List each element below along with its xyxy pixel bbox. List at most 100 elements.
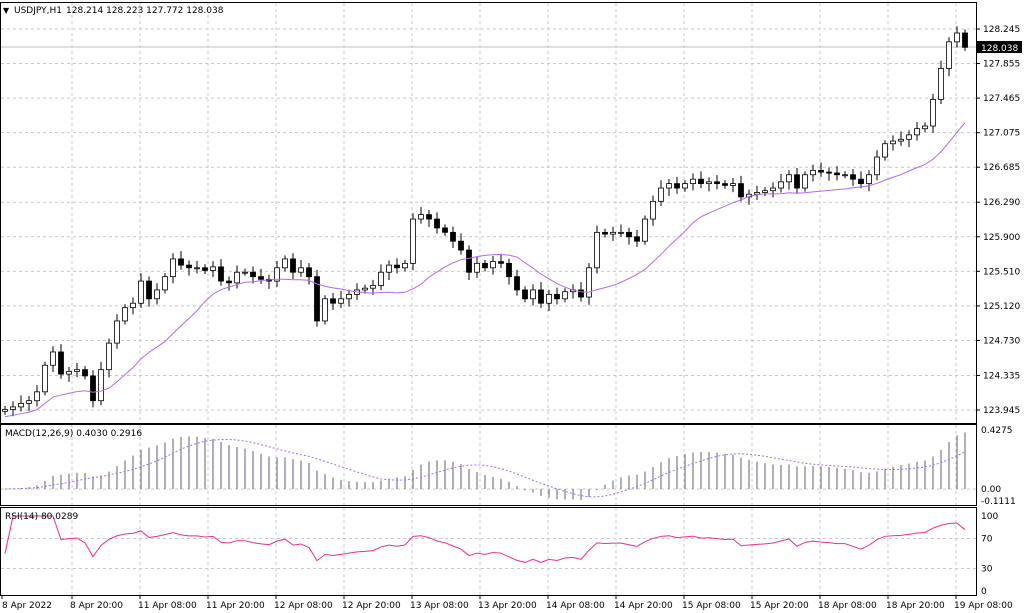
candle [914, 128, 920, 136]
time-label: 14 Apr 20:00 [614, 601, 673, 611]
candle [794, 174, 800, 189]
candle [394, 264, 400, 269]
candle [50, 351, 56, 366]
candle [898, 138, 904, 142]
candle [18, 402, 24, 408]
candle [586, 267, 592, 298]
candle [874, 156, 880, 176]
time-label: 11 Apr 20:00 [206, 601, 265, 611]
candle [546, 293, 552, 304]
macd-label: MACD(12,26,9) 0.4030 0.2916 [5, 429, 142, 439]
candle [162, 276, 168, 291]
candle [74, 369, 80, 372]
candle [10, 406, 16, 410]
candle [282, 258, 288, 269]
candle [578, 289, 584, 298]
candle [26, 400, 32, 404]
price-tag-label: 128.038 [981, 44, 1018, 54]
candle [706, 181, 712, 185]
candle [426, 214, 432, 220]
candle [322, 298, 328, 322]
candle [122, 307, 128, 322]
price-label: 123.945 [983, 406, 1020, 416]
candle [658, 187, 664, 202]
candle [778, 181, 784, 189]
candle [450, 231, 456, 242]
candle [378, 271, 384, 286]
candle [562, 291, 568, 300]
price-label: 127.075 [983, 129, 1020, 139]
candle [610, 231, 616, 235]
candle [690, 178, 696, 185]
candle [186, 264, 192, 269]
time-label: 13 Apr 08:00 [410, 601, 469, 611]
candle [202, 267, 208, 271]
price-label: 127.465 [983, 94, 1020, 104]
candle [682, 183, 688, 189]
rsi-line [4, 515, 966, 563]
candle [522, 289, 528, 300]
candle [698, 178, 704, 185]
candle [234, 271, 240, 284]
macd-axis-label: -0.1111 [981, 497, 1016, 507]
candle [434, 218, 440, 229]
candle [674, 183, 680, 189]
candle [602, 231, 608, 235]
time-label: 15 Apr 20:00 [750, 601, 809, 611]
time-label: 18 Apr 08:00 [818, 601, 877, 611]
macd-axis-label: 0.4275 [981, 426, 1013, 436]
candle [370, 285, 376, 289]
candle [58, 351, 64, 375]
time-label: 8 Apr 20:00 [70, 601, 123, 611]
price-tag [977, 41, 1022, 53]
candle [170, 258, 176, 278]
triangle-down-icon[interactable]: ▼ [3, 6, 10, 15]
candle [738, 183, 744, 198]
candle [250, 271, 256, 278]
time-label: 13 Apr 20:00 [478, 601, 537, 611]
candle [458, 240, 464, 251]
grid [1, 3, 976, 595]
candle [114, 320, 120, 344]
price-label: 127.855 [983, 60, 1020, 70]
candle [770, 187, 776, 192]
time-label: 8 Apr 2022 [2, 601, 52, 611]
rsi-axis-label: 0 [981, 587, 987, 597]
candle [210, 266, 216, 271]
candle [2, 409, 8, 412]
candle [146, 280, 152, 300]
candle [762, 190, 768, 193]
candle [730, 183, 736, 186]
candle [106, 342, 112, 371]
candle [466, 249, 472, 273]
time-label: 14 Apr 08:00 [546, 601, 605, 611]
candle [442, 227, 448, 233]
time-label: 11 Apr 08:00 [138, 601, 197, 611]
candle [834, 172, 840, 176]
candle [866, 174, 872, 185]
candle [594, 231, 600, 269]
axes: 128.245 127.855 127.465 127.075 126.685 126.2… [1, 25, 1020, 611]
candle [490, 261, 496, 269]
candle [666, 183, 672, 189]
candle [154, 289, 160, 300]
candle [850, 174, 856, 180]
candle [722, 183, 728, 186]
macd-pane-border [0, 424, 977, 506]
price-label: 125.900 [983, 233, 1020, 243]
rsi-axis-label: 70 [981, 535, 993, 545]
price-label: 126.685 [983, 163, 1020, 173]
rsi-label: RSI(14) 80.0289 [5, 512, 78, 522]
candle [634, 236, 640, 242]
candle [906, 134, 912, 140]
candle [138, 280, 144, 304]
candle [626, 231, 632, 238]
candle [818, 169, 824, 173]
candle [82, 369, 88, 377]
candle [34, 391, 40, 402]
candle [218, 266, 224, 282]
candle [274, 267, 280, 282]
candle [386, 264, 392, 273]
candle [474, 262, 480, 273]
